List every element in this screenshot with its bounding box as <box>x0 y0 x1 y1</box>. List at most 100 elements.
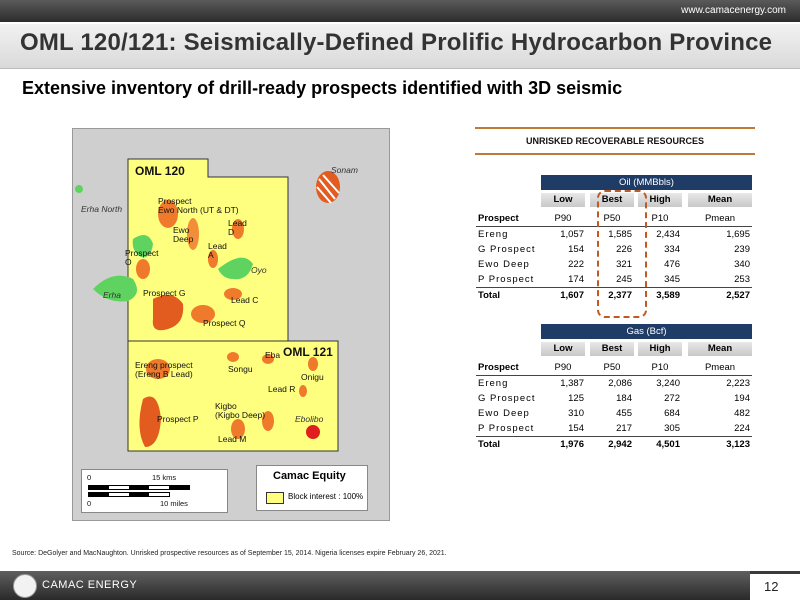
gas-row-value: 310 <box>568 408 584 419</box>
oil-total-value: 2,527 <box>726 290 750 301</box>
scale-bar: 0 15 kms 0 10 miles <box>81 469 228 513</box>
prospect-shape <box>146 359 170 379</box>
map-field-sonam: Sonam <box>331 165 358 175</box>
map-field-ebolibo: Ebolibo <box>295 414 324 424</box>
gas-total-value: 3,123 <box>726 439 750 450</box>
prospect-shape <box>158 200 178 228</box>
gas-row-value: 482 <box>734 408 750 419</box>
oml-map: OML 120 OML 121 Prospect Ewo North (UT &… <box>72 128 390 521</box>
oml-121-block <box>127 340 339 452</box>
oil-row-value: 1,695 <box>726 229 750 240</box>
oil-row-value: 154 <box>568 244 584 255</box>
scale-miles: 10 miles <box>160 499 188 508</box>
scale-bar-miles <box>88 492 170 497</box>
map-label-ereng: Ereng prospect (Ereng B Lead) <box>135 360 193 379</box>
oil-row-value: 2,434 <box>656 229 680 240</box>
scale-zero-miles: 0 <box>87 499 92 508</box>
gas-subhdr-p50: P50 <box>603 362 621 373</box>
gas-row-value: 1,387 <box>560 378 584 389</box>
oil-line-total <box>476 287 752 288</box>
oil-row-value: 345 <box>664 274 680 285</box>
oil-row-value: 253 <box>734 274 750 285</box>
small-field <box>75 185 83 193</box>
oil-row-value: 1,057 <box>560 229 584 240</box>
map-label-ewo-north: Prospect Ewo North (UT & DT) <box>158 196 239 215</box>
map-label-lead-d: Lead D <box>228 218 247 237</box>
ebolibo-field <box>306 425 320 439</box>
prospect-shape <box>224 288 242 300</box>
scale-km: 15 kms <box>152 473 177 482</box>
prospect-shape <box>308 357 318 371</box>
top-bar: www.camacenergy.com <box>0 0 800 22</box>
gas-total-label: Total <box>478 439 500 450</box>
gas-row-label: G Prospect <box>478 393 536 404</box>
gas-row-label: Ereng <box>478 378 509 389</box>
prospect-shape <box>187 218 199 250</box>
sonam-field <box>316 171 340 203</box>
footer-bar: CAMAC ENERGY 12 <box>0 571 800 600</box>
best-column-highlight <box>597 190 647 318</box>
block-label-oml120: OML 120 <box>135 164 185 178</box>
gas-subhdr-p90: P90 <box>554 362 572 373</box>
oil-col-high: High <box>638 193 682 207</box>
gas-row-value: 684 <box>664 408 680 419</box>
prospect-shape <box>262 354 274 364</box>
oil-row-value: 174 <box>568 274 584 285</box>
map-field-erha: Erha <box>103 290 121 300</box>
map-label-lead-a: Lead A <box>208 241 227 260</box>
gas-col-high: High <box>638 342 682 356</box>
gas-row-value: 455 <box>616 408 632 419</box>
block-label-oml121: OML 121 <box>283 345 333 359</box>
oil-subhdr-p90: P90 <box>554 213 572 224</box>
green-field <box>93 275 137 302</box>
gas-row-value: 272 <box>664 393 680 404</box>
slide-subtitle: Extensive inventory of drill-ready prosp… <box>22 78 623 98</box>
gas-subhdr-pmean: Pmean <box>704 362 736 373</box>
gas-row-value: 194 <box>734 393 750 404</box>
gas-row-value: 184 <box>616 393 632 404</box>
gas-row-value: 217 <box>616 423 632 434</box>
oil-row-value: 245 <box>616 274 632 285</box>
oil-subhdr-p50: P50 <box>603 213 621 224</box>
gas-line-total <box>476 436 752 437</box>
oil-row-value: 334 <box>664 244 680 255</box>
oil-total-value: 3,589 <box>656 290 680 301</box>
prospect-shape <box>299 385 307 397</box>
legend-title: Camac Equity <box>273 470 346 482</box>
map-label-prospect-o: Prospect O <box>125 248 159 267</box>
gas-line-top <box>476 375 752 376</box>
map-field-erha-north: Erha North <box>81 204 123 214</box>
page-number: 12 <box>764 579 779 594</box>
gas-row-label: Ewo Deep <box>478 408 530 419</box>
website-url[interactable]: www.camacenergy.com <box>681 5 786 16</box>
gas-row-value: 125 <box>568 393 584 404</box>
oil-subhdr-p10: P10 <box>651 213 669 224</box>
gas-col-mean: Mean <box>688 342 752 356</box>
map-label-prospect-p: Prospect P <box>157 414 199 424</box>
resources-heading-text: UNRISKED RECOVERABLE RESOURCES <box>525 136 705 146</box>
prospect-shape <box>227 352 239 362</box>
oil-subhdr-prospect: Prospect <box>478 213 519 224</box>
oil-total-value: 2,377 <box>608 290 632 301</box>
gas-row-value: 154 <box>568 423 584 434</box>
title-band <box>0 24 800 69</box>
oil-row-label: G Prospect <box>478 244 536 255</box>
map-legend: Camac Equity Block interest : 100% <box>256 465 368 511</box>
oil-band-header: Oil (MMBbls) <box>541 175 752 190</box>
oil-row-value: 222 <box>568 259 584 270</box>
prospect-shape <box>208 250 218 268</box>
gas-total-value: 4,501 <box>656 439 680 450</box>
footer-company: CAMAC ENERGY <box>42 579 138 591</box>
legend-item: Block interest : 100% <box>288 492 364 501</box>
oil-total-value: 1,607 <box>560 290 584 301</box>
map-field-oyo: Oyo <box>251 265 267 275</box>
oil-line-top <box>476 226 752 227</box>
oil-row-value: 226 <box>616 244 632 255</box>
prospect-shape <box>231 419 245 439</box>
prospect-shape <box>136 259 150 279</box>
scale-zero-km: 0 <box>87 473 92 482</box>
map-label-songu: Songu <box>228 364 253 374</box>
oil-total-label: Total <box>478 290 500 301</box>
oil-row-value: 340 <box>734 259 750 270</box>
gas-row-value: 2,223 <box>726 378 750 389</box>
